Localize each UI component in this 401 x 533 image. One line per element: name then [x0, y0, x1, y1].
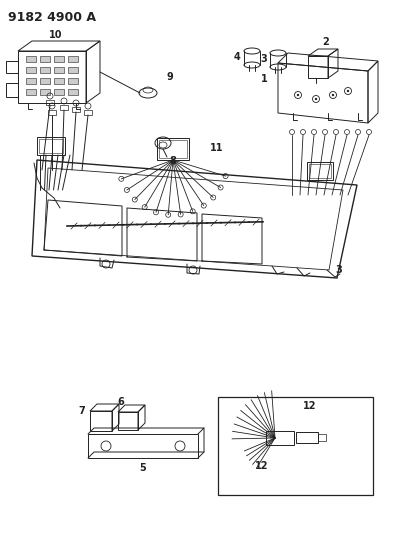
Text: 8: 8	[170, 156, 176, 166]
Bar	[68, 67, 78, 73]
Bar	[26, 78, 36, 84]
Circle shape	[347, 90, 349, 92]
Bar	[159, 140, 187, 158]
Bar	[54, 78, 64, 84]
Text: 9: 9	[167, 72, 173, 82]
Bar	[68, 78, 78, 84]
Bar	[54, 67, 64, 73]
Bar	[68, 89, 78, 95]
Bar	[40, 89, 50, 95]
Circle shape	[332, 94, 334, 96]
Text: 1: 1	[261, 74, 267, 84]
Bar	[6, 83, 18, 97]
Bar	[266, 431, 294, 445]
Text: 2: 2	[323, 37, 329, 47]
Bar	[60, 105, 68, 110]
Text: 12: 12	[255, 461, 269, 471]
Bar	[39, 139, 63, 153]
Bar	[88, 434, 198, 458]
Text: 3: 3	[336, 265, 342, 275]
Bar	[6, 61, 18, 73]
Bar	[72, 107, 80, 112]
Bar	[296, 432, 318, 443]
Text: 5: 5	[140, 463, 146, 473]
Bar	[40, 78, 50, 84]
Bar	[309, 164, 331, 178]
Bar	[318, 434, 326, 441]
Text: 7: 7	[79, 406, 85, 416]
Bar	[54, 89, 64, 95]
Bar	[37, 137, 65, 155]
Text: 9182 4900 A: 9182 4900 A	[8, 11, 96, 24]
Bar	[68, 56, 78, 62]
Bar	[157, 138, 189, 160]
Bar	[218, 397, 373, 495]
Circle shape	[315, 98, 317, 100]
Text: 10: 10	[49, 30, 63, 40]
Bar	[307, 162, 333, 180]
Text: 3: 3	[261, 54, 267, 64]
Text: 4: 4	[234, 52, 240, 62]
Bar	[48, 110, 56, 115]
Text: 12: 12	[303, 401, 317, 411]
Bar	[26, 67, 36, 73]
Text: 6: 6	[117, 397, 124, 407]
Bar	[90, 411, 112, 431]
Text: 11: 11	[210, 143, 224, 153]
Circle shape	[297, 94, 299, 96]
Bar	[18, 51, 86, 103]
Bar	[308, 56, 328, 78]
Bar	[26, 89, 36, 95]
Bar	[46, 100, 54, 105]
Bar	[40, 67, 50, 73]
Bar	[40, 56, 50, 62]
Bar	[54, 56, 64, 62]
Bar	[118, 412, 138, 430]
Bar	[84, 110, 92, 115]
Bar	[26, 56, 36, 62]
